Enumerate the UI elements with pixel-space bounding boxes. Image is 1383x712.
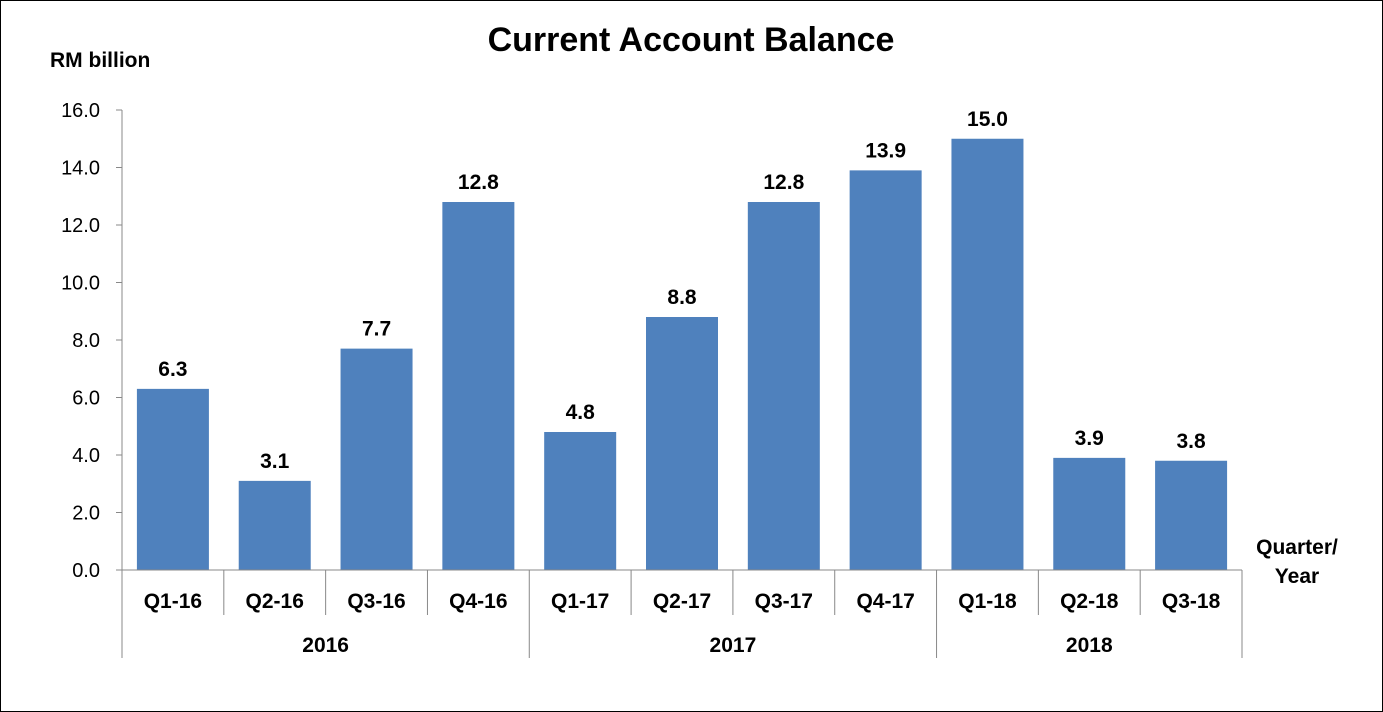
data-label: 12.8 [458, 171, 499, 194]
y-tick-label: 8.0 [72, 330, 100, 352]
bar [1053, 457, 1126, 570]
x-tick-label: Q4-16 [449, 590, 507, 613]
data-label: 7.7 [362, 318, 391, 341]
group-label: 2017 [710, 634, 757, 657]
x-tick-label: Q1-18 [958, 590, 1017, 613]
chart-title: Current Account Balance [488, 21, 895, 59]
x-tick-label: Q2-16 [246, 590, 304, 613]
bar [747, 202, 820, 570]
x-tick-label: Q3-17 [755, 590, 813, 613]
data-label: 6.3 [158, 358, 187, 381]
data-label: 15.0 [967, 108, 1008, 131]
y-tick-label: 10.0 [61, 273, 100, 295]
group-label: 2018 [1066, 634, 1113, 657]
y-tick-label: 0.0 [72, 560, 100, 582]
data-label: 3.1 [260, 450, 290, 473]
x-axis-label-line-1: Quarter/ [1256, 536, 1338, 559]
y-tick-label: 12.0 [61, 215, 100, 237]
group-label: 2016 [302, 634, 349, 657]
bar [340, 348, 413, 570]
bar [1155, 460, 1228, 570]
x-tick-label: Q1-17 [551, 590, 609, 613]
x-tick-label: Q4-17 [856, 590, 914, 613]
y-tick-label: 2.0 [72, 503, 100, 525]
bar [544, 432, 617, 570]
y-tick-label: 14.0 [61, 158, 100, 180]
bar [849, 170, 922, 570]
bar [238, 480, 311, 570]
x-tick-label: Q3-16 [347, 590, 405, 613]
bar [136, 388, 209, 570]
y-tick-label: 16.0 [61, 100, 100, 122]
bar [442, 202, 515, 570]
data-label: 3.8 [1176, 430, 1206, 453]
x-tick-label: Q1-16 [144, 590, 202, 613]
data-label: 8.8 [667, 286, 697, 309]
data-label: 12.8 [763, 171, 804, 194]
data-label: 13.9 [865, 139, 906, 162]
data-label: 4.8 [566, 401, 596, 424]
y-axis-label: RM billion [50, 49, 150, 72]
x-tick-label: Q3-18 [1162, 590, 1221, 613]
y-tick-label: 6.0 [72, 388, 100, 410]
x-tick-label: Q2-18 [1060, 590, 1119, 613]
bar [951, 138, 1024, 570]
y-tick-label: 4.0 [72, 445, 100, 467]
bar [646, 317, 718, 570]
data-label: 3.9 [1075, 427, 1104, 450]
x-tick-label: Q2-17 [653, 590, 711, 613]
x-axis-label-line-2: Year [1275, 565, 1319, 588]
